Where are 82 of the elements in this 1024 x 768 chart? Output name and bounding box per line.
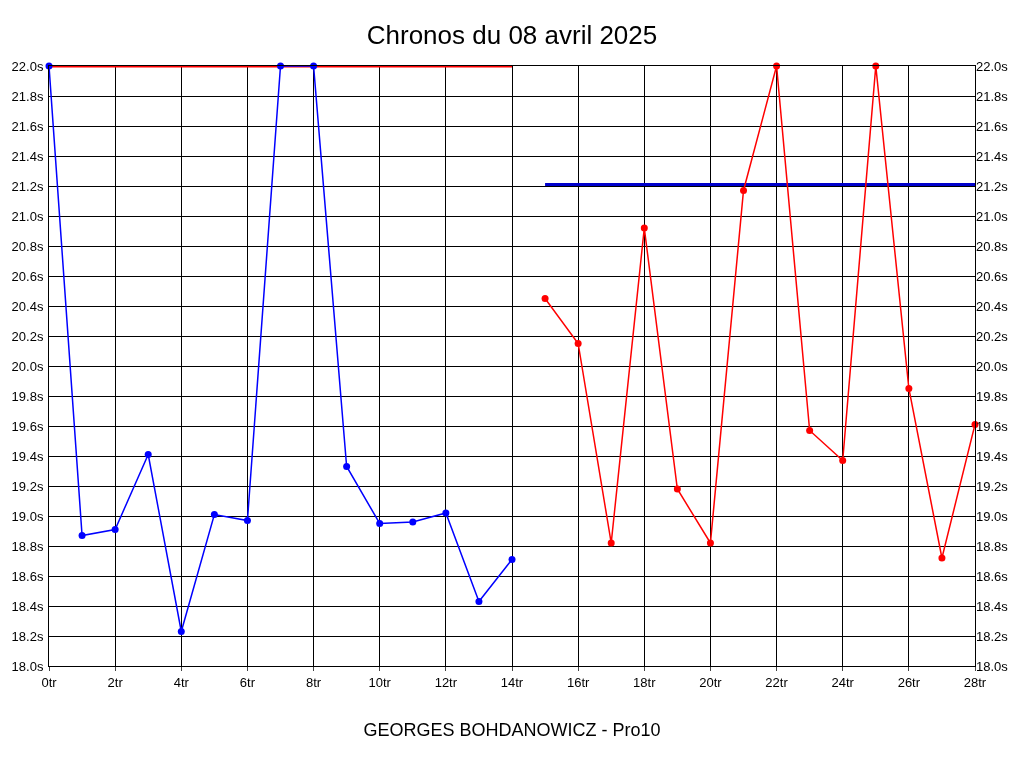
x-tick-label: 4tr [173,674,190,690]
x-tick-label: 28tr [963,674,987,690]
y2-tick-label: 19.4s [976,448,1009,464]
point [78,532,86,539]
y-tick-label: 20.6s [11,268,44,284]
y-tick-label: 21.2s [11,178,44,194]
y2-tick-label: 22.0s [976,58,1009,74]
chart-title: Chronos du 08 avril 2025 [366,19,658,50]
x-tick-label: 12tr [434,674,458,690]
x-tick-label: 24tr [831,674,855,690]
point [740,187,747,194]
x-tick-label: 0tr [41,674,58,690]
x-tick-label: 22tr [765,674,789,690]
x-tick-label: 14tr [500,674,524,690]
y-tick-label: 19.0s [11,508,44,524]
y2-tick-label: 20.0s [976,358,1009,374]
point [905,385,913,392]
x-tick-label: 16tr [566,674,591,690]
y2-tick-label: 18.0s [976,658,1009,674]
x-tick-label: 6tr [239,674,256,690]
x-axis-title: GEORGES BOHDANOWICZ - Pro10 [363,719,661,740]
point [640,224,648,232]
y-tick-label: 21.4s [11,148,44,164]
point [574,340,582,347]
y2-tick-label: 18.4s [976,598,1009,614]
y2-tick-label: 21.4s [976,148,1009,164]
y2-tick-label: 19.0s [976,508,1009,524]
point [210,511,218,518]
y2-tick-label: 20.6s [976,268,1009,284]
point [177,628,185,635]
y2-tick-label: 20.4s [976,298,1009,314]
point [111,526,119,533]
point [475,598,483,605]
y-tick-label: 20.4s [11,298,44,314]
x-tick-label: 26tr [897,674,921,690]
y-tick-label: 20.0s [11,358,44,374]
point [243,517,251,524]
y-tick-label: 22.0s [11,58,44,74]
point [806,427,814,434]
y-tick-label: 18.2s [11,628,44,644]
point [706,539,714,547]
point [376,520,384,527]
point [409,518,417,526]
y2-tick-label: 21.0s [976,208,1009,224]
y-tick-label: 21.0s [11,208,44,224]
point [607,539,615,547]
y2-tick-label: 18.2s [976,628,1009,644]
y-tick-label: 20.8s [11,238,44,254]
point [938,554,946,562]
y2-tick-label: 21.6s [976,118,1009,134]
y2-tick-label: 20.8s [976,238,1009,254]
y-tick-label: 20.2s [11,328,44,344]
y-tick-label: 18.4s [11,598,44,614]
y-tick-label: 21.8s [11,88,44,104]
y-tick-label: 19.6s [11,418,44,434]
x-tick-label: 10tr [368,674,392,690]
point [839,457,847,464]
y2-tick-label: 19.2s [976,478,1009,494]
x-tick-label: 20tr [699,674,723,690]
y2-tick-label: 18.8s [976,538,1009,554]
y-tick-label: 19.8s [11,388,44,404]
y-tick-label: 18.8s [11,538,44,554]
y-tick-label: 19.2s [11,478,44,494]
y-tick-label: 18.0s [11,658,44,674]
point [144,451,152,458]
x-tick-label: 2tr [107,674,124,690]
y2-tick-label: 19.6s [976,418,1009,434]
point [541,295,549,302]
point [343,463,351,470]
point [673,485,681,493]
x-tick-label: 8tr [305,674,322,690]
y2-tick-label: 19.8s [976,388,1009,404]
point [442,509,450,517]
y2-tick-label: 21.8s [976,88,1009,104]
x-tick-label: 18tr [633,674,657,690]
y2-tick-label: 21.2s [976,178,1009,194]
y-tick-label: 21.6s [11,118,44,134]
y2-tick-label: 18.6s [976,568,1009,584]
point [508,556,516,563]
y2-tick-label: 20.2s [976,328,1009,344]
y-tick-label: 18.6s [11,568,44,584]
y-tick-label: 19.4s [11,448,44,464]
